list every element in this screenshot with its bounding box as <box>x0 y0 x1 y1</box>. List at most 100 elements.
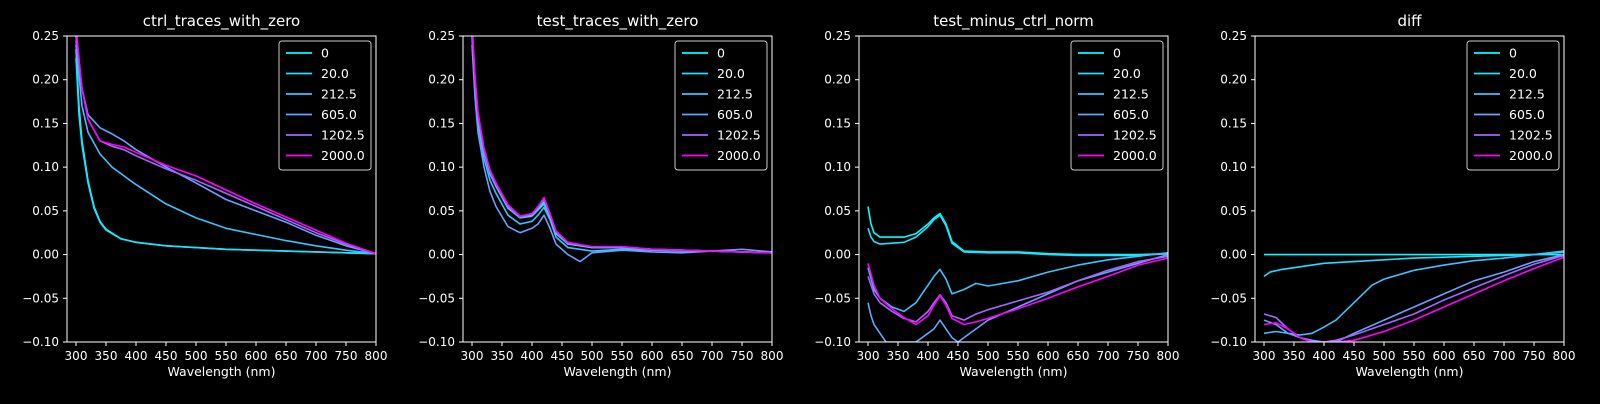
series-line-1 <box>1263 251 1564 278</box>
legend-label: 20.0 <box>1509 66 1537 81</box>
x-tick-label: 800 <box>1553 349 1576 363</box>
y-tick-label: 0.10 <box>428 160 455 174</box>
series-line-3 <box>75 40 376 255</box>
y-tick-label: −0.05 <box>814 291 851 305</box>
series-group <box>867 206 1168 342</box>
series-line-2 <box>1263 250 1564 336</box>
y-tick-label: −0.10 <box>418 335 455 349</box>
y-tick-label: 0.15 <box>32 116 59 130</box>
legend-label: 2000.0 <box>321 148 365 163</box>
series-line-5 <box>471 36 772 254</box>
y-tick-label: −0.10 <box>814 335 851 349</box>
legend-label: 2000.0 <box>1509 148 1553 163</box>
legend-label: 2000.0 <box>1113 148 1157 163</box>
series-group <box>471 36 772 263</box>
x-tick-label: 550 <box>215 349 238 363</box>
y-tick-label: 0.25 <box>1220 29 1247 43</box>
y-tick-label: 0.00 <box>1220 248 1247 262</box>
plot-frame <box>462 35 773 343</box>
x-tick-label: 650 <box>671 349 694 363</box>
x-tick-label: 700 <box>305 349 328 363</box>
legend-label: 20.0 <box>1113 66 1141 81</box>
y-tick-label: 0.20 <box>824 73 851 87</box>
legend: 0 20.0 212.5 605.0 1202.5 2000.0 <box>674 40 768 171</box>
legend: 0 20.0 212.5 605.0 1202.5 2000.0 <box>1466 40 1560 171</box>
plot-frame <box>1254 35 1565 343</box>
y-tick-label: 0.20 <box>1220 73 1247 87</box>
plot-frame <box>858 35 1169 343</box>
x-tick-label: 500 <box>977 349 1000 363</box>
y-tick-label: −0.05 <box>22 291 59 305</box>
x-tick-label: 300 <box>461 349 484 363</box>
chart-title: test_traces_with_zero <box>537 12 699 31</box>
legend-label: 605.0 <box>717 107 753 122</box>
x-tick-label: 300 <box>857 349 880 363</box>
y-tick-label: 0.10 <box>824 160 851 174</box>
series-line-2 <box>471 36 772 254</box>
chart-panel-4: diff 300 350 400 450 500 550 600 650 700 750 800 −0.… <box>1210 12 1575 379</box>
x-tick-label: 750 <box>731 349 754 363</box>
x-axis-label: Wavelength (nm) <box>168 364 276 379</box>
x-tick-label: 800 <box>1157 349 1180 363</box>
x-tick-label: 450 <box>1343 349 1366 363</box>
x-tick-label: 800 <box>761 349 784 363</box>
series-group <box>1263 250 1564 342</box>
y-tick-label: 0.15 <box>1220 116 1247 130</box>
y-tick-label: 0.10 <box>32 160 59 174</box>
legend-label: 212.5 <box>717 87 753 102</box>
x-tick-label: 600 <box>1433 349 1456 363</box>
legend-label: 1202.5 <box>321 128 365 143</box>
chart-panel-2: test_traces_with_zero 300 350 400 450 500 550 6… <box>418 12 783 379</box>
x-tick-label: 500 <box>581 349 604 363</box>
legend-label: 1202.5 <box>717 128 761 143</box>
legend-label: 212.5 <box>1113 87 1149 102</box>
x-tick-label: 300 <box>1253 349 1276 363</box>
legend-label: 2000.0 <box>717 148 761 163</box>
series-line-5 <box>1263 256 1564 342</box>
x-tick-label: 400 <box>125 349 148 363</box>
legend-label: 1202.5 <box>1113 128 1157 143</box>
x-tick-label: 400 <box>1313 349 1336 363</box>
y-tick-label: 0.00 <box>32 248 59 262</box>
x-tick-label: 650 <box>1067 349 1090 363</box>
chart-title: diff <box>1397 12 1422 30</box>
x-tick-label: 450 <box>551 349 574 363</box>
legend-label: 20.0 <box>717 66 745 81</box>
x-axis-label: Wavelength (nm) <box>1356 364 1464 379</box>
y-tick-label: 0.05 <box>1220 204 1247 218</box>
y-tick-label: −0.10 <box>1210 335 1247 349</box>
y-tick-label: 0.05 <box>824 204 851 218</box>
legend-label: 212.5 <box>321 87 357 102</box>
y-tick-label: 0.00 <box>824 248 851 262</box>
x-tick-label: 700 <box>1097 349 1120 363</box>
x-tick-label: 750 <box>1523 349 1546 363</box>
x-tick-label: 500 <box>1373 349 1396 363</box>
chart-title: ctrl_traces_with_zero <box>143 12 300 31</box>
plot-frame <box>66 35 377 343</box>
x-tick-label: 550 <box>611 349 634 363</box>
x-tick-label: 400 <box>521 349 544 363</box>
legend-label: 0 <box>321 46 329 61</box>
series-group <box>75 36 376 255</box>
legend-label: 0 <box>1113 46 1121 61</box>
y-tick-label: 0.25 <box>32 29 59 43</box>
series-line-2 <box>75 44 376 255</box>
x-tick-label: 550 <box>1007 349 1030 363</box>
y-tick-label: 0.15 <box>824 116 851 130</box>
legend-label: 212.5 <box>1509 87 1545 102</box>
x-tick-label: 600 <box>641 349 664 363</box>
y-tick-label: −0.05 <box>418 291 455 305</box>
legend-label: 605.0 <box>321 107 357 122</box>
series-line-3 <box>867 253 1168 342</box>
y-tick-label: −0.05 <box>1210 291 1247 305</box>
chart-panel-3: test_minus_ctrl_norm 300 350 400 450 500 550 60… <box>814 12 1179 379</box>
x-axis-label: Wavelength (nm) <box>960 364 1068 379</box>
series-line-3 <box>471 44 772 263</box>
x-tick-label: 300 <box>65 349 88 363</box>
x-tick-label: 450 <box>155 349 178 363</box>
legend-label: 605.0 <box>1509 107 1545 122</box>
series-line-5 <box>867 257 1168 326</box>
x-tick-label: 350 <box>1283 349 1306 363</box>
series-line-4 <box>867 255 1168 323</box>
